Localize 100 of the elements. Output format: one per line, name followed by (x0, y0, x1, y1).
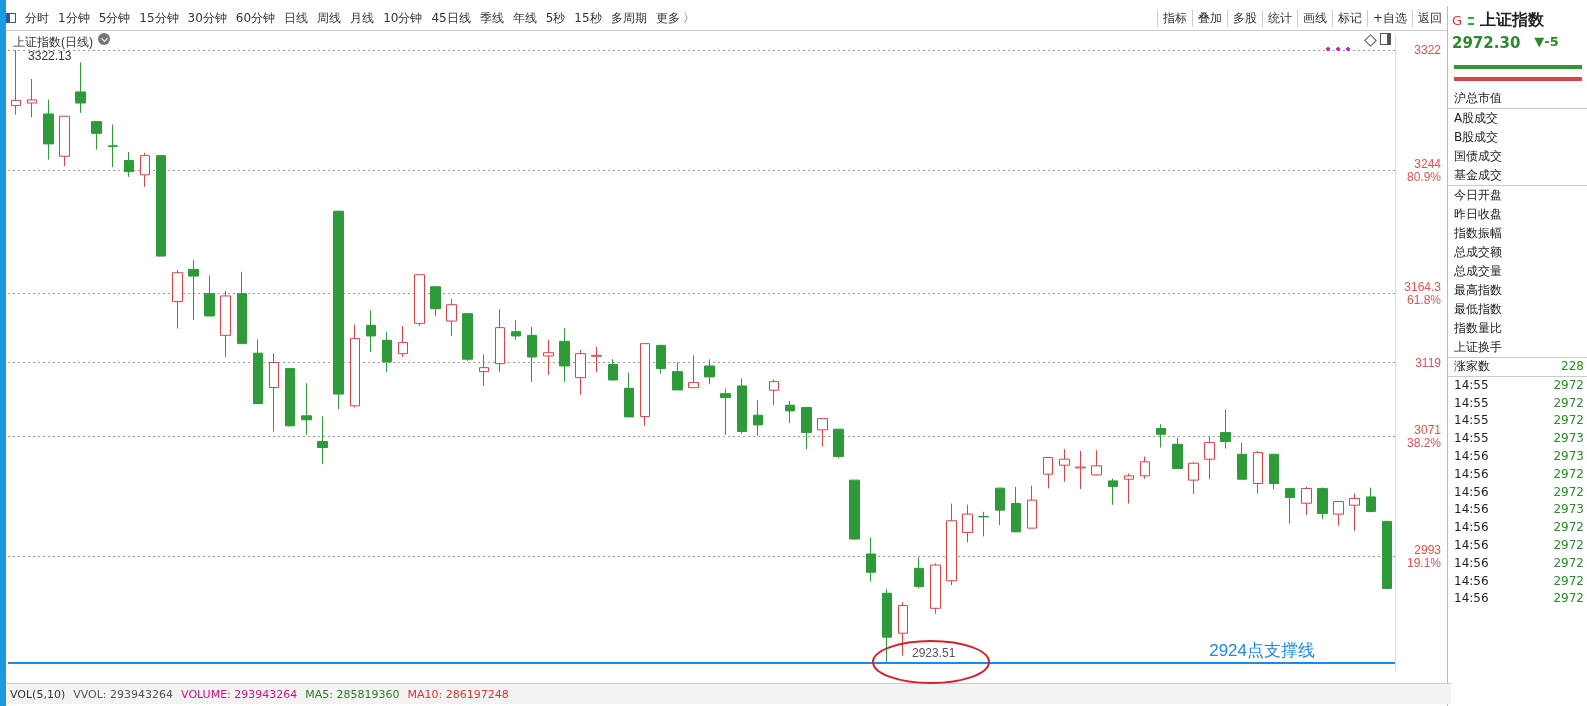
text: 15分钟 (139, 9, 179, 27)
text: 日线 (284, 9, 309, 27)
candlestick (898, 601, 908, 657)
text: 指数量比 (1454, 320, 1502, 337)
candlestick (608, 358, 618, 381)
candlestick (1011, 486, 1021, 533)
text: 多周期 (610, 9, 647, 27)
candlestick (866, 536, 876, 582)
candlestick (1382, 520, 1392, 589)
candlestick (672, 362, 683, 391)
text: 14:56 2973 (1454, 502, 1584, 517)
candlestick (543, 339, 554, 376)
y-tick-label: 3164.3 61.8% (1404, 279, 1442, 307)
text: B股成交 (1454, 129, 1499, 146)
text: 10分钟 (383, 9, 423, 27)
text: 14:55 2972 (1454, 377, 1584, 392)
text: 上证指数 (1480, 10, 1545, 31)
text: +自选 (1366, 9, 1412, 27)
candlestick (43, 99, 54, 161)
candlestick (849, 479, 860, 541)
candlestick (1075, 450, 1086, 490)
candlestick (1108, 478, 1118, 506)
annotation: 2923.51 (911, 645, 956, 660)
candlestick (446, 298, 457, 337)
text: 年线 (512, 9, 537, 27)
text: 周线 (317, 9, 342, 27)
candlestick (591, 346, 602, 373)
candlestick (1188, 461, 1199, 495)
candlestick (1317, 487, 1328, 520)
candlestick (688, 354, 699, 389)
candlestick (720, 388, 731, 436)
candlestick (962, 504, 973, 543)
candlestick (1043, 457, 1053, 489)
candlestick (108, 124, 118, 168)
text: 最高指数 (1454, 282, 1502, 299)
candlestick (737, 377, 747, 435)
y-tick-label: 3119 (1415, 355, 1442, 370)
candlestick (1172, 437, 1183, 470)
text: 30分钟 (187, 9, 227, 27)
text: 上证换手 (1454, 339, 1502, 356)
text: MA10: 286197248 (407, 687, 509, 701)
candlestick (1140, 456, 1150, 480)
candlestick (479, 353, 489, 387)
chart-title: 上证指数(日线) (13, 35, 93, 49)
text: 14:55 2972 (1454, 413, 1584, 428)
candlestick (1366, 487, 1376, 513)
candlestick (366, 309, 376, 353)
candlestick (11, 49, 21, 116)
text: 指数振幅 (1454, 225, 1502, 242)
candlestick (704, 358, 715, 385)
candlestick (930, 562, 941, 615)
candlestick (382, 331, 392, 373)
text: 分时 (25, 9, 49, 27)
candlestick (156, 155, 166, 257)
candlestick (75, 61, 86, 114)
candlestick (430, 286, 441, 317)
candlestick (285, 368, 295, 427)
candlestick (350, 324, 360, 409)
text: 画线 (1296, 9, 1332, 27)
candlestick (269, 352, 279, 433)
candlestick (333, 210, 344, 410)
candlestick (1269, 453, 1279, 490)
text: 指标 (1156, 9, 1192, 27)
ref-line-label: 2924点支撑线 (1209, 640, 1315, 660)
text: 总成交额 (1454, 244, 1502, 261)
candlestick (462, 313, 473, 362)
candlestick (1027, 485, 1037, 529)
candlestick (1333, 501, 1344, 527)
candlestick (1237, 442, 1247, 480)
candlestick (253, 338, 263, 405)
text: 14:56 2972 (1454, 484, 1584, 499)
text: 更多 〉 (655, 9, 696, 27)
candlestick (398, 325, 408, 358)
candlestick (882, 588, 892, 665)
candlestick (527, 326, 537, 383)
text: 季线 (479, 9, 504, 27)
candlestick (1349, 493, 1360, 532)
text: 14:55 2972 (1454, 395, 1584, 410)
candlestick (946, 503, 957, 586)
candlestick (1156, 423, 1166, 449)
candlestick (317, 415, 328, 465)
candlestick (172, 269, 183, 330)
text: 14:56 2973 (1454, 448, 1584, 463)
candlestick (140, 152, 150, 188)
text: 14:56 2972 (1454, 573, 1584, 588)
text: 1分钟 (58, 9, 90, 27)
candlestick (753, 399, 763, 437)
text: A股成交 (1454, 110, 1499, 127)
text: 14:56 2972 (1454, 555, 1584, 570)
candlestick (220, 290, 231, 358)
text: 14:56 2972 (1454, 466, 1584, 481)
candlestick (495, 308, 505, 373)
text: 今日开盘 (1454, 187, 1502, 204)
text: 基金成交 (1454, 167, 1502, 184)
candlestick (1059, 448, 1070, 483)
candlestick (27, 78, 37, 118)
text: 昨日收盘 (1454, 206, 1502, 223)
text: 返回 (1412, 9, 1447, 27)
text: 5秒 (545, 9, 566, 27)
text: 2972.30 (1452, 34, 1521, 52)
